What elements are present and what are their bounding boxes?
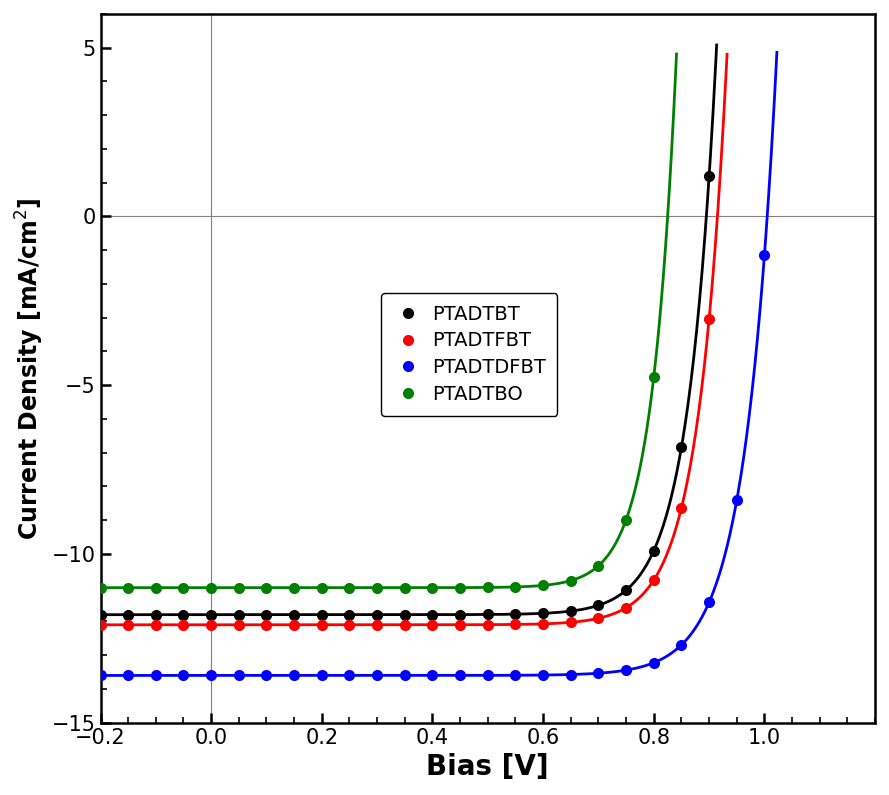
PTADTBO <box>234 583 244 592</box>
PTADTDFBT <box>150 671 161 681</box>
PTADTFBT <box>621 603 631 612</box>
PTADTBO <box>316 583 327 592</box>
PTADTDFBT <box>344 671 355 681</box>
PTADTBT <box>261 610 272 619</box>
PTADTBO <box>123 583 133 592</box>
PTADTDFBT <box>565 669 576 679</box>
PTADTBO <box>344 583 355 592</box>
PTADTBO <box>95 583 106 592</box>
PTADTFBT <box>123 620 133 630</box>
PTADTFBT <box>344 620 355 630</box>
PTADTDFBT <box>289 671 300 681</box>
PTADTBO <box>427 583 437 592</box>
PTADTDFBT <box>455 671 466 681</box>
PTADTBT <box>648 546 659 556</box>
PTADTFBT <box>677 503 687 513</box>
PTADTBO <box>510 582 521 591</box>
PTADTDFBT <box>648 658 659 668</box>
PTADTBO <box>261 583 272 592</box>
PTADTBO <box>538 580 549 590</box>
PTADTBT <box>95 610 106 619</box>
PTADTFBT <box>565 618 576 627</box>
PTADTBO <box>565 576 576 585</box>
PTADTFBT <box>95 620 106 630</box>
PTADTBT <box>677 442 687 452</box>
Line: PTADTBT: PTADTBT <box>95 171 715 620</box>
PTADTDFBT <box>732 495 742 505</box>
PTADTBT <box>123 610 133 619</box>
X-axis label: Bias [V]: Bias [V] <box>427 753 549 781</box>
PTADTFBT <box>427 620 437 630</box>
PTADTBO <box>206 583 217 592</box>
PTADTDFBT <box>372 671 382 681</box>
PTADTDFBT <box>538 670 549 680</box>
PTADTBT <box>510 610 521 619</box>
PTADTFBT <box>372 620 382 630</box>
PTADTBO <box>399 583 410 592</box>
PTADTBO <box>455 583 466 592</box>
PTADTFBT <box>206 620 217 630</box>
PTADTBT <box>538 608 549 618</box>
PTADTBT <box>206 610 217 619</box>
PTADTBO <box>150 583 161 592</box>
PTADTFBT <box>483 620 493 630</box>
PTADTBO <box>289 583 300 592</box>
PTADTBO <box>621 515 631 525</box>
PTADTFBT <box>704 314 715 324</box>
PTADTFBT <box>289 620 300 630</box>
PTADTBO <box>648 372 659 382</box>
Line: PTADTDFBT: PTADTDFBT <box>95 250 770 681</box>
PTADTDFBT <box>178 671 188 681</box>
PTADTBO <box>178 583 188 592</box>
PTADTDFBT <box>399 671 410 681</box>
PTADTBO <box>372 583 382 592</box>
PTADTBO <box>593 561 604 571</box>
PTADTFBT <box>510 619 521 629</box>
PTADTBT <box>455 610 466 619</box>
PTADTBT <box>399 610 410 619</box>
PTADTDFBT <box>483 671 493 681</box>
PTADTBT <box>150 610 161 619</box>
PTADTDFBT <box>759 250 770 260</box>
PTADTFBT <box>150 620 161 630</box>
PTADTBT <box>565 607 576 616</box>
PTADTFBT <box>648 576 659 585</box>
PTADTBT <box>372 610 382 619</box>
PTADTFBT <box>399 620 410 630</box>
PTADTDFBT <box>510 670 521 680</box>
PTADTBT <box>593 600 604 610</box>
PTADTDFBT <box>677 640 687 650</box>
PTADTBT <box>178 610 188 619</box>
PTADTBT <box>234 610 244 619</box>
PTADTFBT <box>538 619 549 629</box>
PTADTBT <box>483 610 493 619</box>
PTADTFBT <box>316 620 327 630</box>
PTADTBT <box>704 172 715 181</box>
PTADTFBT <box>455 620 466 630</box>
PTADTDFBT <box>234 671 244 681</box>
PTADTFBT <box>178 620 188 630</box>
PTADTDFBT <box>261 671 272 681</box>
PTADTDFBT <box>593 669 604 678</box>
PTADTFBT <box>593 614 604 623</box>
PTADTDFBT <box>704 598 715 607</box>
PTADTBO <box>483 583 493 592</box>
PTADTDFBT <box>123 671 133 681</box>
PTADTBT <box>427 610 437 619</box>
PTADTDFBT <box>427 671 437 681</box>
Y-axis label: Current Density [mA/cm$^2$]: Current Density [mA/cm$^2$] <box>14 197 46 540</box>
PTADTBT <box>621 585 631 595</box>
Legend: PTADTBT, PTADTFBT, PTADTDFBT, PTADTBO: PTADTBT, PTADTFBT, PTADTDFBT, PTADTBO <box>381 293 557 416</box>
PTADTDFBT <box>621 665 631 675</box>
PTADTDFBT <box>95 671 106 681</box>
PTADTFBT <box>234 620 244 630</box>
PTADTBT <box>289 610 300 619</box>
PTADTBT <box>344 610 355 619</box>
PTADTFBT <box>261 620 272 630</box>
PTADTBT <box>316 610 327 619</box>
Line: PTADTBO: PTADTBO <box>95 371 660 593</box>
PTADTDFBT <box>316 671 327 681</box>
Line: PTADTFBT: PTADTFBT <box>95 313 715 630</box>
PTADTDFBT <box>206 671 217 681</box>
